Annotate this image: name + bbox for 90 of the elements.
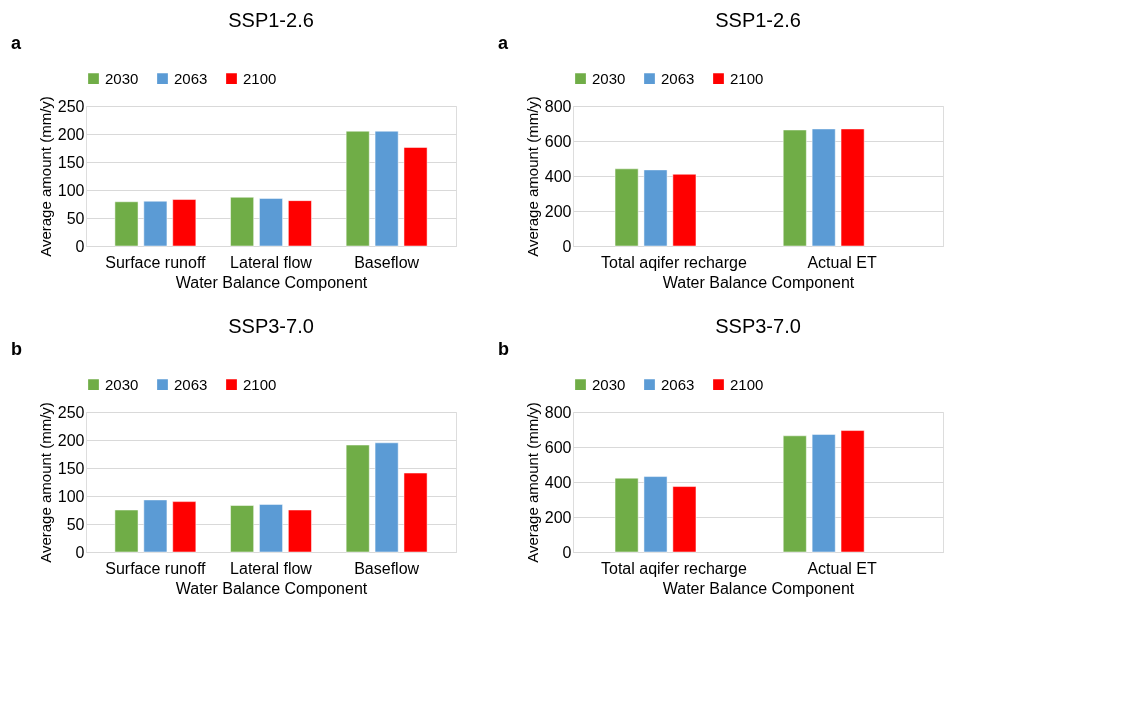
bar bbox=[614, 477, 639, 553]
legend-label: 2030 bbox=[592, 375, 626, 393]
y-tick-label: 0 bbox=[75, 543, 85, 561]
bar bbox=[782, 435, 807, 553]
bar bbox=[643, 476, 668, 553]
bar bbox=[345, 130, 370, 247]
legend-label: 2063 bbox=[174, 69, 208, 87]
legend-label: 2030 bbox=[105, 375, 139, 393]
chart-title: SSP1-2.6 bbox=[228, 9, 314, 31]
y-tick-label: 150 bbox=[57, 153, 85, 171]
y-axis-title: Average amount (mm/y) bbox=[523, 402, 541, 563]
chart-title: SSP1-2.6 bbox=[715, 9, 801, 31]
bar bbox=[114, 509, 139, 553]
legend-label: 2063 bbox=[661, 69, 695, 87]
bar bbox=[345, 444, 370, 553]
legend-label: 2100 bbox=[730, 69, 764, 87]
text: a bbox=[11, 33, 22, 53]
y-tick-label: 600 bbox=[544, 438, 572, 456]
legend-label: 2030 bbox=[592, 69, 626, 87]
y-tick-label: 250 bbox=[57, 97, 85, 115]
bar bbox=[840, 128, 865, 247]
bar bbox=[143, 200, 168, 247]
bar bbox=[672, 174, 697, 247]
x-tick-label: Actual ET bbox=[807, 559, 877, 577]
bar bbox=[614, 168, 639, 247]
bar bbox=[403, 147, 428, 247]
x-tick-label: Total aqifer recharge bbox=[600, 559, 747, 577]
y-tick-label: 150 bbox=[57, 459, 85, 477]
x-tick-label: Lateral flow bbox=[230, 253, 313, 271]
bar bbox=[259, 198, 283, 247]
x-tick-label: Surface runoff bbox=[105, 253, 207, 271]
bar bbox=[230, 505, 254, 553]
bar bbox=[172, 501, 197, 553]
y-tick-label: 200 bbox=[544, 202, 572, 220]
y-tick-label: 200 bbox=[57, 431, 85, 449]
x-tick-label: Surface runoff bbox=[105, 559, 207, 577]
bar bbox=[230, 197, 254, 247]
y-tick-label: 100 bbox=[57, 181, 85, 199]
x-axis-title: Water Balance Component bbox=[175, 273, 368, 291]
y-axis-title: Average amount (mm/y) bbox=[36, 96, 54, 257]
x-tick-label: Actual ET bbox=[807, 253, 877, 271]
text: b bbox=[498, 339, 509, 359]
text: a bbox=[498, 33, 509, 53]
bar bbox=[259, 504, 283, 553]
y-tick-label: 250 bbox=[57, 403, 85, 421]
y-tick-label: 800 bbox=[544, 97, 572, 115]
y-axis-title: Average amount (mm/y) bbox=[523, 96, 541, 257]
legend-label: 2063 bbox=[661, 375, 695, 393]
bar bbox=[672, 486, 697, 553]
bar bbox=[403, 472, 428, 553]
y-tick-label: 200 bbox=[544, 508, 572, 526]
x-axis-title: Water Balance Component bbox=[662, 579, 855, 597]
y-tick-label: 50 bbox=[66, 515, 85, 533]
bar bbox=[288, 509, 312, 553]
y-tick-label: 0 bbox=[562, 543, 572, 561]
x-tick-label: Baseflow bbox=[354, 253, 420, 271]
bar bbox=[811, 434, 836, 553]
legend-label: 2063 bbox=[174, 375, 208, 393]
y-tick-label: 0 bbox=[75, 237, 85, 255]
x-tick-label: Baseflow bbox=[354, 559, 420, 577]
legend-label: 2030 bbox=[105, 69, 139, 87]
y-tick-label: 400 bbox=[544, 167, 572, 185]
chart-title: SSP3-7.0 bbox=[228, 315, 314, 337]
chart-title: SSP3-7.0 bbox=[715, 315, 801, 337]
bar bbox=[172, 199, 197, 247]
bar bbox=[288, 200, 312, 247]
bar bbox=[782, 129, 807, 247]
y-tick-label: 600 bbox=[544, 132, 572, 150]
x-tick-label: Total aqifer recharge bbox=[600, 253, 747, 271]
bar bbox=[643, 169, 668, 247]
bar bbox=[811, 128, 836, 247]
legend-label: 2100 bbox=[730, 375, 764, 393]
x-axis-title: Water Balance Component bbox=[175, 579, 368, 597]
bar bbox=[114, 201, 139, 247]
legend-label: 2100 bbox=[243, 69, 277, 87]
x-axis-title: Water Balance Component bbox=[662, 273, 855, 291]
y-axis-title: Average amount (mm/y) bbox=[36, 402, 54, 563]
y-tick-label: 0 bbox=[562, 237, 572, 255]
bar bbox=[374, 130, 399, 247]
y-tick-label: 200 bbox=[57, 125, 85, 143]
y-tick-label: 400 bbox=[544, 473, 572, 491]
y-tick-label: 50 bbox=[66, 209, 85, 227]
y-tick-label: 800 bbox=[544, 403, 572, 421]
bar bbox=[840, 430, 865, 553]
bar bbox=[143, 499, 168, 553]
legend-label: 2100 bbox=[243, 375, 277, 393]
x-tick-label: Lateral flow bbox=[230, 559, 313, 577]
text: b bbox=[11, 339, 22, 359]
bar bbox=[374, 442, 399, 553]
y-tick-label: 100 bbox=[57, 487, 85, 505]
